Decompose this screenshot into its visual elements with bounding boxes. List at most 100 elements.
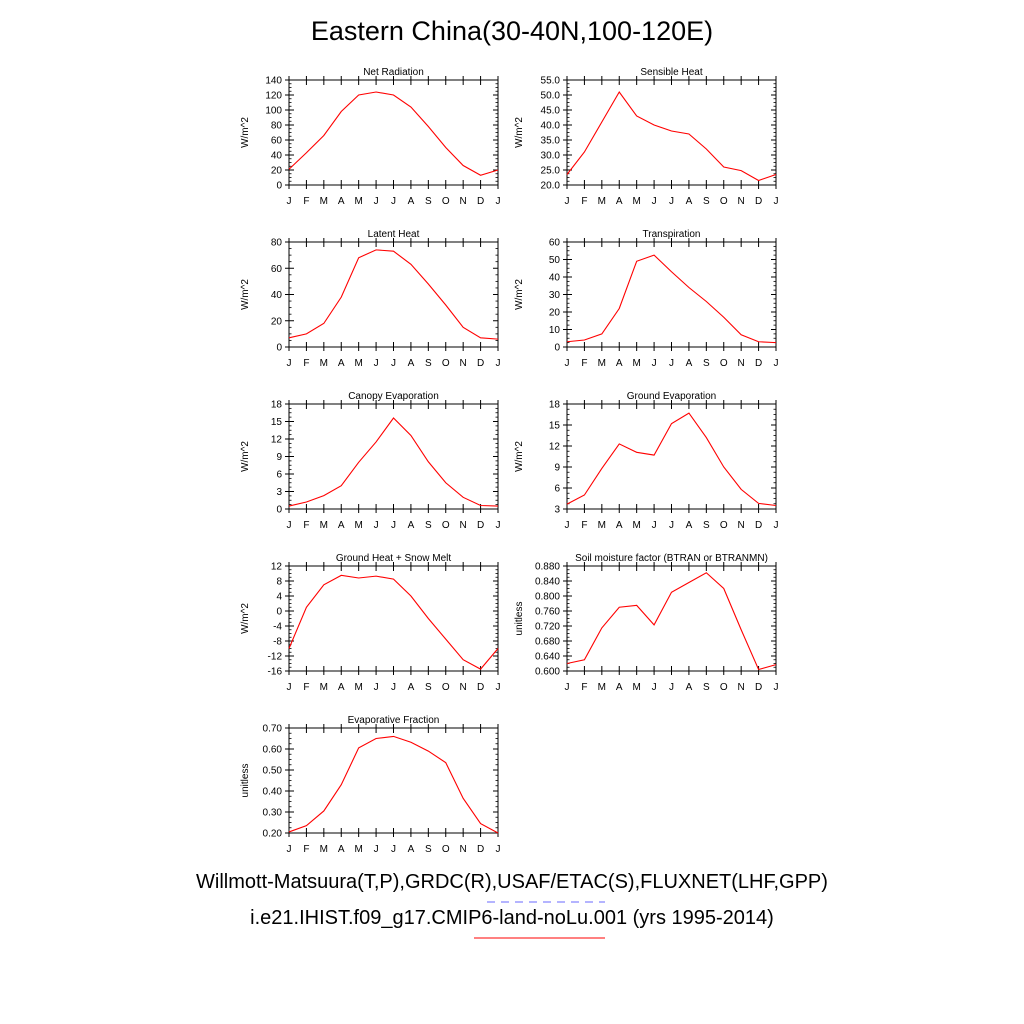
x-tick-label: N bbox=[460, 196, 467, 207]
x-tick-label: J bbox=[374, 844, 379, 855]
y-axis-label: W/m^2 bbox=[240, 117, 251, 148]
panel-title: Evaporative Fraction bbox=[348, 715, 440, 726]
y-tick-label: 3 bbox=[276, 487, 282, 498]
x-tick-label: A bbox=[338, 520, 345, 531]
x-tick-label: M bbox=[320, 358, 328, 369]
y-tick-label: 6 bbox=[554, 484, 560, 495]
data-series-line bbox=[566, 90, 777, 182]
x-tick-label: A bbox=[408, 358, 415, 369]
y-tick-label: 6 bbox=[276, 470, 282, 481]
y-tick-label: 0.20 bbox=[263, 829, 283, 840]
x-tick-label: J bbox=[774, 358, 779, 369]
x-tick-label: A bbox=[408, 520, 415, 531]
data-series-line bbox=[288, 249, 499, 340]
x-tick-label: S bbox=[425, 682, 432, 693]
y-tick-label: 0 bbox=[276, 607, 282, 618]
y-tick-label: 8 bbox=[276, 577, 282, 588]
x-tick-label: J bbox=[652, 682, 657, 693]
x-tick-label: J bbox=[374, 358, 379, 369]
plot-frame bbox=[288, 727, 499, 834]
x-tick-label: M bbox=[320, 682, 328, 693]
data-series-line bbox=[566, 254, 777, 344]
y-tick-label: -12 bbox=[268, 652, 283, 663]
y-axis-label: W/m^2 bbox=[514, 441, 525, 472]
y-tick-label: 40 bbox=[271, 290, 283, 301]
y-axis-label: W/m^2 bbox=[514, 117, 525, 148]
y-tick-label: 9 bbox=[554, 463, 560, 474]
plot-frame bbox=[288, 241, 499, 348]
x-tick-label: O bbox=[720, 520, 728, 531]
x-tick-label: J bbox=[391, 682, 396, 693]
x-tick-label: M bbox=[598, 682, 606, 693]
x-tick-label: A bbox=[686, 196, 693, 207]
x-tick-label: M bbox=[632, 682, 640, 693]
data-series-line bbox=[566, 572, 777, 671]
x-tick-label: D bbox=[755, 682, 762, 693]
x-tick-label: D bbox=[477, 358, 484, 369]
x-tick-label: N bbox=[460, 844, 467, 855]
x-tick-label: O bbox=[442, 682, 450, 693]
x-tick-label: J bbox=[287, 358, 292, 369]
y-tick-label: 0.40 bbox=[263, 787, 283, 798]
x-tick-label: M bbox=[598, 196, 606, 207]
x-tick-label: J bbox=[391, 844, 396, 855]
plot-frame bbox=[566, 565, 777, 672]
y-tick-label: 18 bbox=[271, 400, 283, 411]
panel-title: Net Radiation bbox=[363, 67, 424, 78]
y-tick-label: 0.640 bbox=[535, 652, 560, 663]
x-tick-label: J bbox=[496, 844, 501, 855]
x-tick-label: M bbox=[320, 844, 328, 855]
x-tick-label: A bbox=[338, 358, 345, 369]
x-tick-label: O bbox=[442, 196, 450, 207]
x-tick-label: J bbox=[774, 682, 779, 693]
y-tick-label: 0.880 bbox=[535, 562, 560, 573]
y-tick-label: 0 bbox=[276, 343, 282, 354]
x-tick-label: D bbox=[477, 682, 484, 693]
plot-frame bbox=[288, 565, 499, 672]
y-tick-label: -16 bbox=[268, 667, 283, 678]
x-tick-label: A bbox=[616, 358, 623, 369]
x-tick-label: F bbox=[303, 196, 309, 207]
x-tick-label: O bbox=[442, 520, 450, 531]
x-tick-label: M bbox=[320, 520, 328, 531]
chart-panel: Ground Heat + Snow Melt W/m^2 -16 -12 -8 -4 0 4… bbox=[240, 553, 501, 693]
y-tick-label: 20 bbox=[271, 166, 283, 177]
x-tick-label: O bbox=[442, 844, 450, 855]
plot-frame bbox=[288, 79, 499, 186]
data-series-line bbox=[288, 735, 499, 834]
x-tick-label: M bbox=[354, 196, 362, 207]
plot-frame bbox=[566, 403, 777, 510]
x-tick-label: A bbox=[408, 682, 415, 693]
x-tick-label: M bbox=[598, 358, 606, 369]
y-tick-label: 100 bbox=[265, 106, 282, 117]
x-tick-label: J bbox=[669, 682, 674, 693]
x-tick-label: J bbox=[374, 682, 379, 693]
y-tick-label: 0.680 bbox=[535, 637, 560, 648]
y-axis-label: W/m^2 bbox=[240, 279, 251, 310]
x-tick-label: J bbox=[287, 520, 292, 531]
x-tick-label: J bbox=[669, 196, 674, 207]
y-axis-label: unitless bbox=[514, 602, 525, 636]
x-tick-label: S bbox=[703, 682, 710, 693]
x-tick-label: J bbox=[496, 520, 501, 531]
x-tick-label: A bbox=[338, 844, 345, 855]
y-tick-label: 20.0 bbox=[541, 181, 561, 192]
x-tick-label: N bbox=[460, 358, 467, 369]
plot-frame bbox=[288, 403, 499, 510]
x-tick-label: M bbox=[354, 358, 362, 369]
y-tick-label: 40.0 bbox=[541, 121, 561, 132]
y-tick-label: 60 bbox=[271, 136, 283, 147]
data-series-line bbox=[288, 574, 499, 670]
x-tick-label: N bbox=[738, 196, 745, 207]
x-tick-label: J bbox=[391, 358, 396, 369]
y-tick-label: 120 bbox=[265, 91, 282, 102]
chart-panel: Sensible Heat W/m^2 20.0 25.0 30.0 35.0 40.0 45… bbox=[514, 67, 779, 207]
chart-panel: Evaporative Fraction unitless 0.20 0.30 0.40… bbox=[240, 715, 501, 855]
x-tick-label: M bbox=[354, 844, 362, 855]
x-tick-label: O bbox=[720, 682, 728, 693]
y-tick-label: 40 bbox=[549, 273, 561, 284]
x-tick-label: A bbox=[686, 682, 693, 693]
